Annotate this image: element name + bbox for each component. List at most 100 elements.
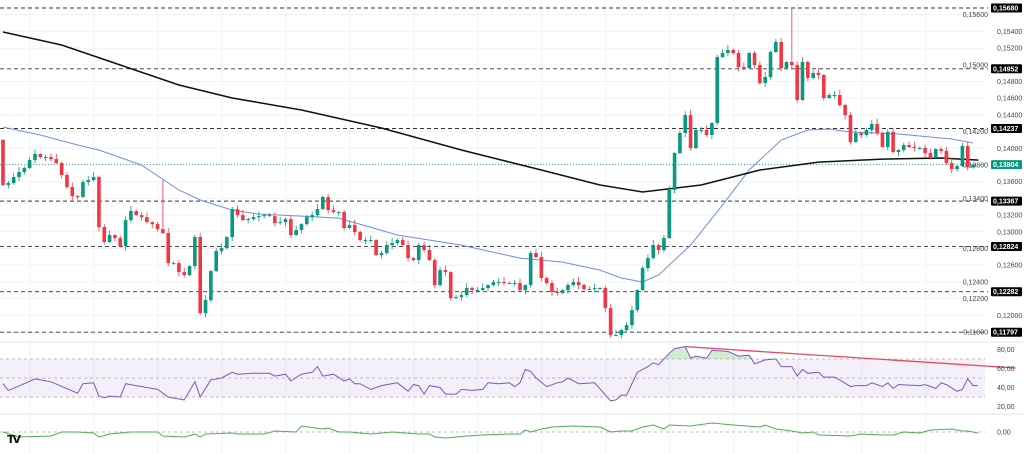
candle-body [230,209,234,238]
rsi-tick-label: 20,00 [997,404,1015,411]
candle-up [864,127,869,137]
candle-down [965,141,970,171]
candle-down [848,112,853,145]
candle-body [939,149,943,152]
candle-body [587,289,592,291]
rsi-tick-label: 60,00 [997,366,1015,373]
current-price-label: 0,13804 [991,160,1022,170]
candle-body [667,190,672,239]
level-price-label-bg [991,64,1022,74]
candle-body [225,237,229,249]
candle-down [400,237,405,246]
candle-body [459,295,464,298]
candle-body [166,233,171,264]
candle-body [267,215,272,217]
candle-body [960,146,965,167]
candle-down [342,209,346,231]
candle-down [603,285,608,313]
level-price-label-bg [991,241,1022,251]
candle-body [6,183,11,186]
candle-body [704,129,709,136]
candle-up [651,239,656,260]
candle-body [187,266,192,276]
candle-body [822,74,826,99]
candle-up [203,294,208,318]
candle-down [875,118,879,136]
candle-body [571,282,576,286]
candle-down [166,227,171,267]
candle-body [619,330,624,336]
candle-body [965,146,970,168]
candle-up [384,241,389,255]
candle-up [566,282,570,294]
candle-body [790,62,794,66]
candle-body [422,245,426,251]
candle-up [363,237,368,245]
candle-up [619,328,624,339]
candle-body [901,145,906,151]
candle-body [321,197,325,210]
candle-body [427,250,432,261]
level-price-label: 0,13367 [991,196,1022,206]
price-tick-label: 0,13200 [997,213,1022,220]
candle-body [368,240,373,242]
candle-body [885,131,890,148]
candle-body [758,65,762,83]
candle-down [145,212,149,224]
candle-body [971,164,975,168]
candle-up [17,166,21,182]
rsi-trendline [685,346,1016,369]
candle-up [901,142,906,153]
candle-body [656,245,661,251]
level-price-label: 0,15680 [991,3,1022,13]
candle-down [576,276,581,290]
candle-body [502,282,506,284]
candle-down [411,257,416,262]
candle-body [11,177,16,184]
candle-body [875,123,879,133]
candle-down [790,8,794,70]
candle-up [662,235,666,253]
price-tick-label: 0,12200 [963,296,988,303]
candle-down [118,235,123,248]
level-price-label: 0,12282 [991,287,1022,297]
candle-body [315,209,320,216]
level-price-label-text: 0,13367 [993,199,1018,206]
level-price-label: 0,11797 [991,327,1022,337]
candle-body [550,283,554,293]
candle-down [688,109,693,151]
candle-up [486,284,490,292]
candle-down [555,287,560,296]
candle-up [512,280,517,287]
candle-body [59,163,64,175]
candle-body [816,72,821,75]
candle-up [933,148,938,158]
candle-body [38,154,43,158]
candle-body [400,240,405,246]
candle-up [683,111,688,138]
candle-down [550,280,554,297]
candle-up [193,234,197,270]
level-price-label-text: 0,11797 [993,330,1018,337]
candle-body [811,72,815,78]
candle-body [54,159,59,164]
candle-body [486,285,490,289]
candle-body [534,253,538,258]
candle-body [347,225,352,229]
candle-body [203,300,208,314]
candle-body [219,248,224,252]
candle-body [598,288,602,290]
candle-up [305,214,309,226]
candle-down [139,212,144,221]
candle-body [635,290,640,311]
candle-down [859,132,863,139]
candle-body [406,245,410,259]
candle-up [715,54,720,126]
level-price-label-text: 0,12824 [993,244,1018,251]
candle-body [209,271,213,301]
candle-down [912,141,917,152]
candle-down [880,131,885,148]
candle-up [630,305,634,330]
price-tick-label: 0,12400 [963,279,988,286]
